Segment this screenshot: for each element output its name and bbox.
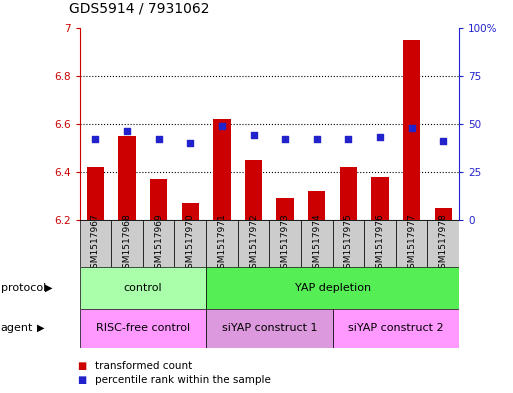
Text: control: control (124, 283, 162, 293)
Bar (332, 220, 364, 267)
Point (91, 136, 100, 142)
Text: GSM1517973: GSM1517973 (281, 213, 290, 274)
Text: GSM1517974: GSM1517974 (312, 213, 321, 274)
Bar (213, 119, 230, 220)
Bar (245, 160, 262, 220)
Bar (403, 40, 420, 220)
Text: siYAP construct 1: siYAP construct 1 (222, 323, 317, 333)
Bar (174, 220, 206, 267)
Bar (143, 220, 174, 267)
Bar (87, 167, 104, 220)
Bar (206, 220, 238, 267)
Bar (182, 203, 199, 220)
Bar (269, 220, 301, 267)
Text: GSM1517967: GSM1517967 (91, 213, 100, 274)
Bar (308, 191, 325, 220)
Point (376, 134, 384, 140)
Point (281, 136, 289, 142)
Bar (396, 220, 427, 267)
Point (439, 138, 447, 144)
Text: ▶: ▶ (37, 323, 45, 333)
Text: siYAP construct 2: siYAP construct 2 (348, 323, 444, 333)
Bar (277, 198, 294, 220)
Point (312, 136, 321, 142)
Bar (80, 309, 206, 348)
Bar (371, 177, 389, 220)
Point (218, 123, 226, 129)
Bar (150, 179, 167, 220)
Bar (301, 220, 332, 267)
Bar (332, 309, 459, 348)
Bar (206, 309, 332, 348)
Bar (364, 220, 396, 267)
Text: RISC-free control: RISC-free control (96, 323, 190, 333)
Text: GSM1517971: GSM1517971 (218, 213, 226, 274)
Text: ■: ■ (77, 361, 87, 371)
Text: protocol: protocol (1, 283, 46, 293)
Text: GSM1517975: GSM1517975 (344, 213, 353, 274)
Point (249, 132, 258, 138)
Point (407, 125, 416, 131)
Text: ■: ■ (77, 375, 87, 385)
Bar (80, 220, 111, 267)
Text: GSM1517977: GSM1517977 (407, 213, 416, 274)
Bar (80, 267, 206, 309)
Text: GSM1517970: GSM1517970 (186, 213, 195, 274)
Text: YAP depletion: YAP depletion (294, 283, 371, 293)
Point (186, 140, 194, 146)
Text: GDS5914 / 7931062: GDS5914 / 7931062 (69, 2, 210, 16)
Bar (119, 136, 135, 220)
Text: GSM1517968: GSM1517968 (123, 213, 131, 274)
Text: GSM1517969: GSM1517969 (154, 213, 163, 274)
Bar (435, 208, 452, 220)
Bar (427, 220, 459, 267)
Text: GSM1517976: GSM1517976 (376, 213, 385, 274)
Text: GSM1517972: GSM1517972 (249, 213, 258, 274)
Point (154, 136, 163, 142)
Text: transformed count: transformed count (95, 361, 192, 371)
Text: percentile rank within the sample: percentile rank within the sample (95, 375, 271, 385)
Bar (238, 220, 269, 267)
Point (123, 129, 131, 135)
Text: agent: agent (1, 323, 33, 333)
Text: GSM1517978: GSM1517978 (439, 213, 448, 274)
Text: ▶: ▶ (45, 283, 53, 293)
Point (344, 136, 352, 142)
Bar (111, 220, 143, 267)
Bar (340, 167, 357, 220)
Bar (206, 267, 459, 309)
